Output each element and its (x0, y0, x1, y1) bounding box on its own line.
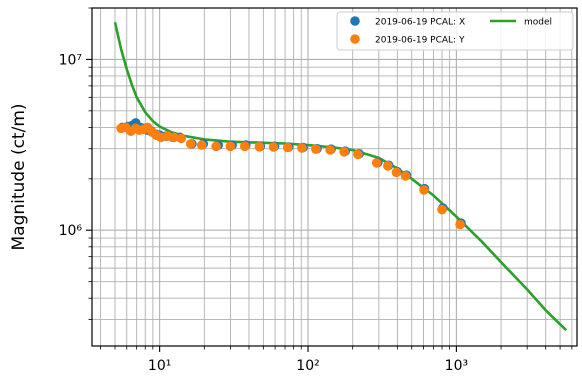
axis-labels: 10¹ 10² 10³ 10⁶ 10⁷ Magnitude (ct/m) (9, 52, 468, 374)
pcal-y-point (196, 140, 207, 150)
pcal-y-point (353, 149, 363, 160)
pcal-y-point (254, 142, 265, 152)
pcal-y-point (211, 141, 221, 152)
pcal-y-point (391, 167, 402, 178)
pcal-y-point (325, 145, 336, 155)
pcal-y-point (437, 204, 447, 215)
pcal-y-point (455, 219, 465, 230)
pcal-y-point (419, 185, 429, 195)
y-axis-title: Magnitude (ct/m) (9, 103, 29, 250)
pcal-y-point (311, 144, 321, 154)
pcal-y-point (176, 133, 187, 144)
x-tick-label: 10³ (445, 358, 468, 374)
legend-marker (350, 34, 360, 44)
pcal-y-point (185, 139, 196, 149)
grid-lines (92, 7, 577, 346)
model-line (113, 22, 568, 332)
pcal-y-point (282, 142, 293, 153)
legend-label-model: model (524, 18, 552, 28)
y-tick-label: 10⁷ (59, 52, 82, 68)
pcal-y-point (169, 132, 179, 143)
scatter-series (116, 118, 466, 230)
axis-ticks (86, 7, 573, 352)
pcal-y-point (371, 158, 382, 168)
x-tick-label: 10¹ (148, 358, 171, 374)
legend-label: 2019-06-19 PCAL: X (375, 18, 465, 28)
pcal-y-point (400, 171, 411, 181)
pcal-y-point (339, 147, 349, 157)
x-tick-label: 10² (296, 358, 319, 374)
legend-label: 2019-06-19 PCAL: Y (375, 36, 465, 46)
legend: 2019-06-19 PCAL: X 2019-06-19 PCAL: Y mode… (336, 11, 574, 51)
pcal-y-point (383, 161, 393, 171)
y-tick-label: 10⁶ (59, 223, 83, 239)
pcal-y-point (297, 143, 307, 153)
pcal-y-point (240, 141, 250, 152)
model-series (113, 22, 568, 332)
legend-marker (350, 16, 360, 26)
pcal-y-point (268, 142, 279, 152)
pcal-y-point (225, 141, 236, 152)
plot-frame (91, 7, 578, 347)
